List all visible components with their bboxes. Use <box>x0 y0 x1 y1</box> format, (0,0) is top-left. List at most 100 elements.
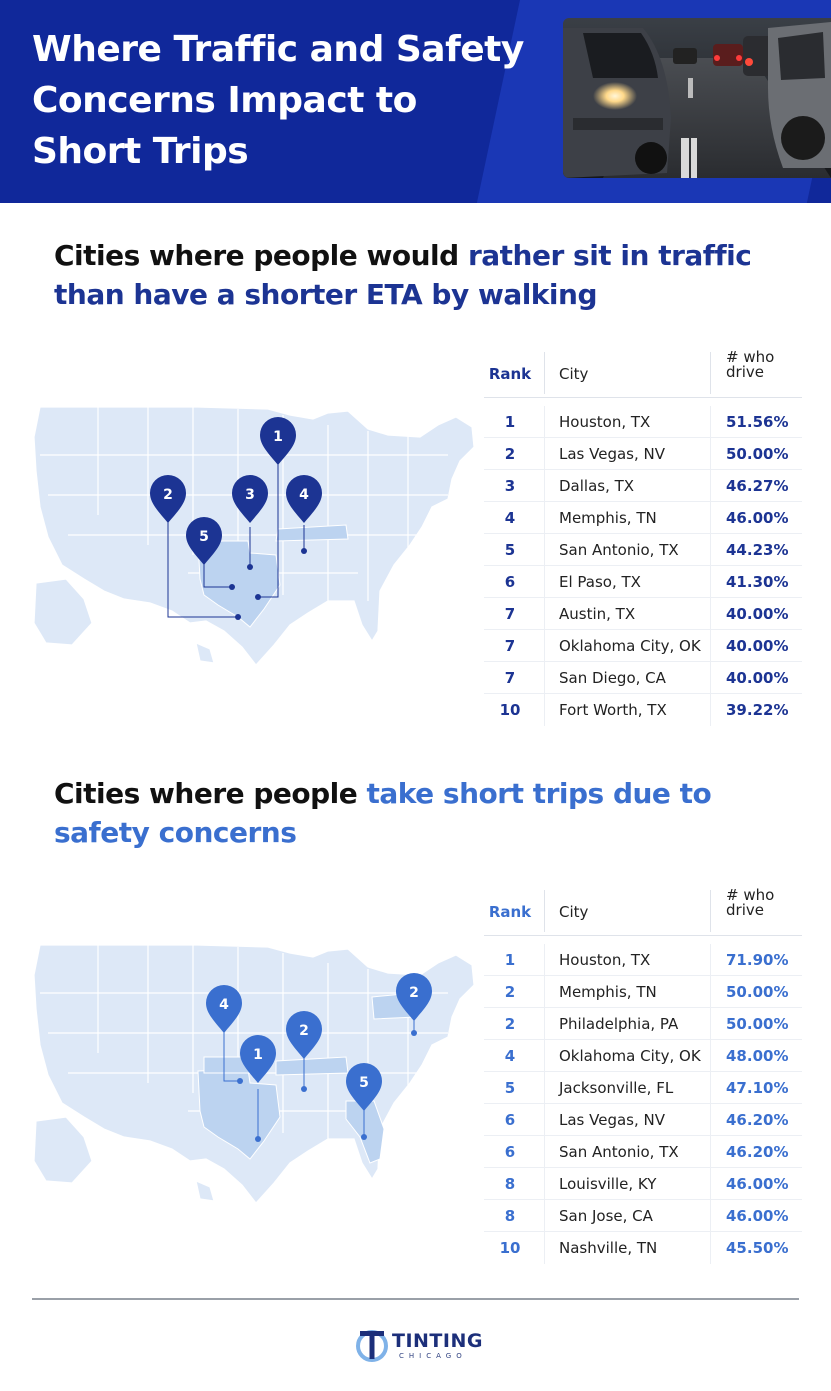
drive-percent-cell: 44.23% <box>726 541 789 559</box>
map-pin-4: 4 <box>286 475 322 523</box>
logo-subtitle: CHICAGO <box>399 1352 467 1360</box>
table-body: 1 Houston, TX 71.90% 2 Memphis, TN 50.00% 2 Phi… <box>484 944 802 1264</box>
footer-divider <box>32 1298 799 1300</box>
page-title: Where Traffic and Safety Concerns Impact… <box>32 29 524 172</box>
table-row: 3 Dallas, TX 46.27% <box>484 470 802 502</box>
table-row: 1 Houston, TX 71.90% <box>484 944 802 976</box>
city-cell: Fort Worth, TX <box>559 701 667 719</box>
rank-cell: 6 <box>504 1111 516 1129</box>
table-row: 2 Memphis, TN 50.00% <box>484 976 802 1008</box>
section2-heading-highlight: take short trips due to safety concerns <box>54 777 712 849</box>
city-cell: Memphis, TN <box>559 509 657 527</box>
rank-cell: 8 <box>504 1207 516 1225</box>
rank-cell: 4 <box>504 1047 516 1065</box>
table-body: 1 Houston, TX 51.56% 2 Las Vegas, NV 50.00% 3 D… <box>484 406 802 726</box>
map-pin-2-philadelphia: 2 <box>396 973 432 1021</box>
map-pin-5-label: 5 <box>199 529 209 545</box>
section1-us-map: 1 2 3 4 5 <box>28 395 483 685</box>
city-cell: Philadelphia, PA <box>559 1015 679 1033</box>
city-cell: San Antonio, TX <box>559 541 679 559</box>
city-cell: Houston, TX <box>559 951 651 969</box>
map-pin-4-oklahoma: 4 <box>206 985 242 1033</box>
map-pin-1-label: 1 <box>273 429 283 445</box>
drive-percent-cell: 71.90% <box>726 951 789 969</box>
table-header: Rank City # who drive <box>484 348 802 398</box>
section2-heading: Cities where people take short trips due… <box>54 774 794 852</box>
rank-cell: 10 <box>499 1239 521 1257</box>
drive-percent-cell: 46.20% <box>726 1111 789 1129</box>
city-cell: Houston, TX <box>559 413 651 431</box>
city-cell: Austin, TX <box>559 605 636 623</box>
table-row: 8 San Jose, CA 46.00% <box>484 1200 802 1232</box>
map-pin-2-memphis: 2 <box>286 1011 322 1059</box>
table-row: 10 Nashville, TN 45.50% <box>484 1232 802 1264</box>
map-pin-label: 1 <box>253 1047 263 1063</box>
t-circle-logo-icon <box>356 1330 388 1362</box>
city-cell: Memphis, TN <box>559 983 657 1001</box>
traffic-jam-photo <box>563 18 831 178</box>
section2-us-map: 2 4 2 1 5 <box>28 933 483 1223</box>
drive-percent-cell: 40.00% <box>726 605 789 623</box>
city-cell: Las Vegas, NV <box>559 445 666 463</box>
map-pin-1-houston: 1 <box>240 1035 276 1083</box>
drive-percent-cell: 46.00% <box>726 509 789 527</box>
col-rank-header: Rank <box>488 903 532 921</box>
city-cell: Oklahoma City, OK <box>559 637 701 655</box>
rank-cell: 6 <box>504 1143 516 1161</box>
table-row: 1 Houston, TX 51.56% <box>484 406 802 438</box>
rank-cell: 1 <box>504 413 516 431</box>
map-pin-2-label: 2 <box>163 487 173 503</box>
table-row: 7 San Diego, CA 40.00% <box>484 662 802 694</box>
map-pin-3-label: 3 <box>245 487 255 503</box>
rank-cell: 1 <box>504 951 516 969</box>
drive-percent-cell: 50.00% <box>726 1015 789 1033</box>
table-row: 4 Memphis, TN 46.00% <box>484 502 802 534</box>
tinting-chicago-logo: TINTING CHICAGO <box>355 1325 485 1367</box>
rank-cell: 2 <box>504 983 516 1001</box>
rank-cell: 2 <box>504 1015 516 1033</box>
highlighted-states <box>197 524 349 628</box>
rank-cell: 7 <box>504 669 516 687</box>
drive-percent-cell: 46.20% <box>726 1143 789 1161</box>
table-row: 2 Philadelphia, PA 50.00% <box>484 1008 802 1040</box>
table-row: 5 Jacksonville, FL 47.10% <box>484 1072 802 1104</box>
table-row: 10 Fort Worth, TX 39.22% <box>484 694 802 726</box>
section2-ranking-table: Rank City # who drive 1 Houston, TX 71.90%… <box>484 886 802 1264</box>
section1-ranking-table: Rank City # who drive 1 Houston, TX 51.56%… <box>484 348 802 726</box>
table-row: 8 Louisville, KY 46.00% <box>484 1168 802 1200</box>
col-rank-header: Rank <box>488 365 532 383</box>
city-cell: San Diego, CA <box>559 669 666 687</box>
drive-percent-cell: 40.00% <box>726 637 789 655</box>
map-pin-label: 5 <box>359 1075 369 1091</box>
table-row: 7 Austin, TX 40.00% <box>484 598 802 630</box>
city-cell: Dallas, TX <box>559 477 635 495</box>
drive-percent-cell: 45.50% <box>726 1239 789 1257</box>
rank-cell: 5 <box>504 541 516 559</box>
rank-cell: 7 <box>504 637 516 655</box>
city-cell: Nashville, TN <box>559 1239 658 1257</box>
col-city-header: City <box>559 365 589 383</box>
map-pin-label: 2 <box>409 985 419 1001</box>
drive-percent-cell: 41.30% <box>726 573 789 591</box>
drive-percent-cell: 51.56% <box>726 413 789 431</box>
city-cell: San Antonio, TX <box>559 1143 679 1161</box>
rank-cell: 8 <box>504 1175 516 1193</box>
rank-cell: 3 <box>504 477 516 495</box>
city-cell: Jacksonville, FL <box>559 1079 674 1097</box>
drive-percent-cell: 39.22% <box>726 701 789 719</box>
city-cell: Oklahoma City, OK <box>559 1047 701 1065</box>
section1-heading-highlight: rather sit in traffic than have a shorte… <box>54 239 752 311</box>
map-pin-5: 5 <box>186 517 222 565</box>
rank-cell: 2 <box>504 445 516 463</box>
city-cell: Louisville, KY <box>559 1175 657 1193</box>
rank-cell: 7 <box>504 605 516 623</box>
col-drive-header: # who drive <box>726 348 775 381</box>
map-pin-label: 2 <box>299 1023 309 1039</box>
header-banner: Where Traffic and Safety Concerns Impact… <box>0 0 831 203</box>
section1-heading: Cities where people would rather sit in … <box>54 236 794 314</box>
city-cell: San Jose, CA <box>559 1207 653 1225</box>
city-cell: Las Vegas, NV <box>559 1111 666 1129</box>
col-drive-header: # who drive <box>726 886 775 919</box>
map-pin-1: 1 <box>260 417 296 465</box>
table-row: 7 Oklahoma City, OK 40.00% <box>484 630 802 662</box>
